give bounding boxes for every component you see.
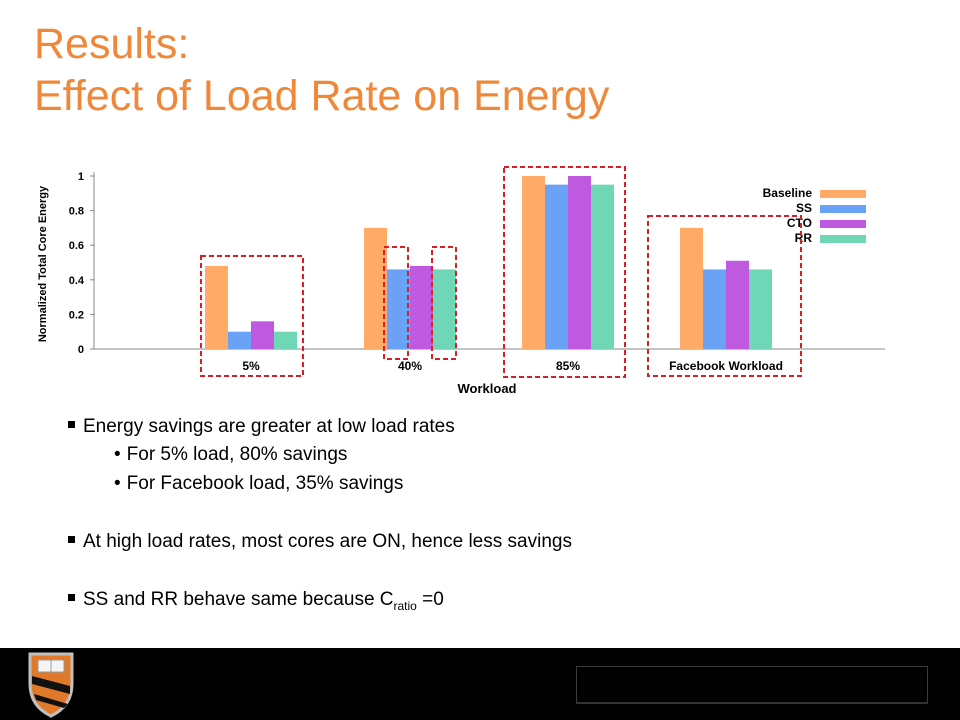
- x-axis-title: Workload: [458, 381, 517, 396]
- bar-baseline-2: [522, 176, 545, 349]
- square-bullet-icon: [68, 594, 75, 602]
- y-tick-label: 0.4: [69, 275, 85, 287]
- y-tick-label: 0.2: [69, 309, 84, 321]
- bar-baseline-0: [205, 265, 228, 349]
- sub-bullet-5pct: • For 5% load, 80% savings: [114, 444, 348, 465]
- y-tick-label: 1: [78, 171, 84, 183]
- energy-bar-chart: 0 0.2 0.4 0.6 0.8 1 Normalized Total Core Ener…: [37, 166, 885, 396]
- bar-ss-0: [228, 331, 251, 349]
- title-line-1: Results:: [34, 20, 190, 68]
- footer-box: [576, 666, 928, 704]
- x-tick-label: 40%: [398, 359, 422, 373]
- legend-label-baseline: Baseline: [763, 186, 813, 200]
- bar-cto-3: [726, 260, 749, 349]
- highlight-box-1: [383, 246, 409, 360]
- highlight-box-4: [647, 215, 802, 377]
- slide-title: Results: Effect of Load Rate on Energy: [34, 18, 609, 122]
- legend-label-rr: RR: [795, 231, 813, 245]
- bar-baseline-1: [364, 227, 387, 349]
- bar-rr-1: [433, 269, 456, 349]
- bar-cto-0: [251, 321, 274, 349]
- y-tick-label: 0: [78, 344, 84, 356]
- bar-rr-3: [749, 269, 772, 349]
- bar-baseline-3: [680, 227, 703, 349]
- legend-swatch-cto: [820, 220, 866, 228]
- dot-bullet-icon: •: [114, 473, 121, 494]
- university-shield-logo: [28, 652, 74, 718]
- legend-label-ss: SS: [796, 201, 812, 215]
- highlight-box-3: [503, 166, 626, 378]
- x-tick-label: 5%: [242, 359, 260, 373]
- bar-rr-2: [591, 184, 614, 349]
- x-tick-label: Facebook Workload: [669, 359, 783, 373]
- bar-cto-2: [568, 176, 591, 349]
- bar-rr-0: [274, 331, 297, 349]
- bullet-energy-savings: Energy savings are greater at low load r…: [68, 416, 455, 438]
- bullet-high-load: At high load rates, most cores are ON, h…: [68, 531, 572, 553]
- legend-label-cto: CTO: [787, 216, 812, 230]
- square-bullet-icon: [68, 421, 75, 429]
- bar-ss-2: [545, 184, 568, 349]
- square-bullet-icon: [68, 536, 75, 544]
- bar-ss-1: [387, 269, 410, 349]
- bullet-ss-rr: SS and RR behave same because Cratio =0: [68, 589, 444, 613]
- dot-bullet-icon: •: [114, 444, 121, 465]
- highlight-box-2: [431, 246, 457, 360]
- legend-swatch-ss: [820, 205, 866, 213]
- legend-swatch-baseline: [820, 190, 866, 198]
- y-tick-label: 0.6: [69, 240, 84, 252]
- legend-swatch-rr: [820, 235, 866, 243]
- bar-ss-3: [703, 269, 726, 349]
- y-axis-title: Normalized Total Core Energy: [37, 185, 49, 342]
- highlight-box-0: [200, 255, 304, 377]
- x-tick-label: 85%: [556, 359, 580, 373]
- sub-bullet-facebook: • For Facebook load, 35% savings: [114, 473, 404, 494]
- title-line-2: Effect of Load Rate on Energy: [34, 72, 610, 120]
- y-tick-label: 0.8: [69, 206, 84, 218]
- bar-cto-1: [410, 265, 433, 349]
